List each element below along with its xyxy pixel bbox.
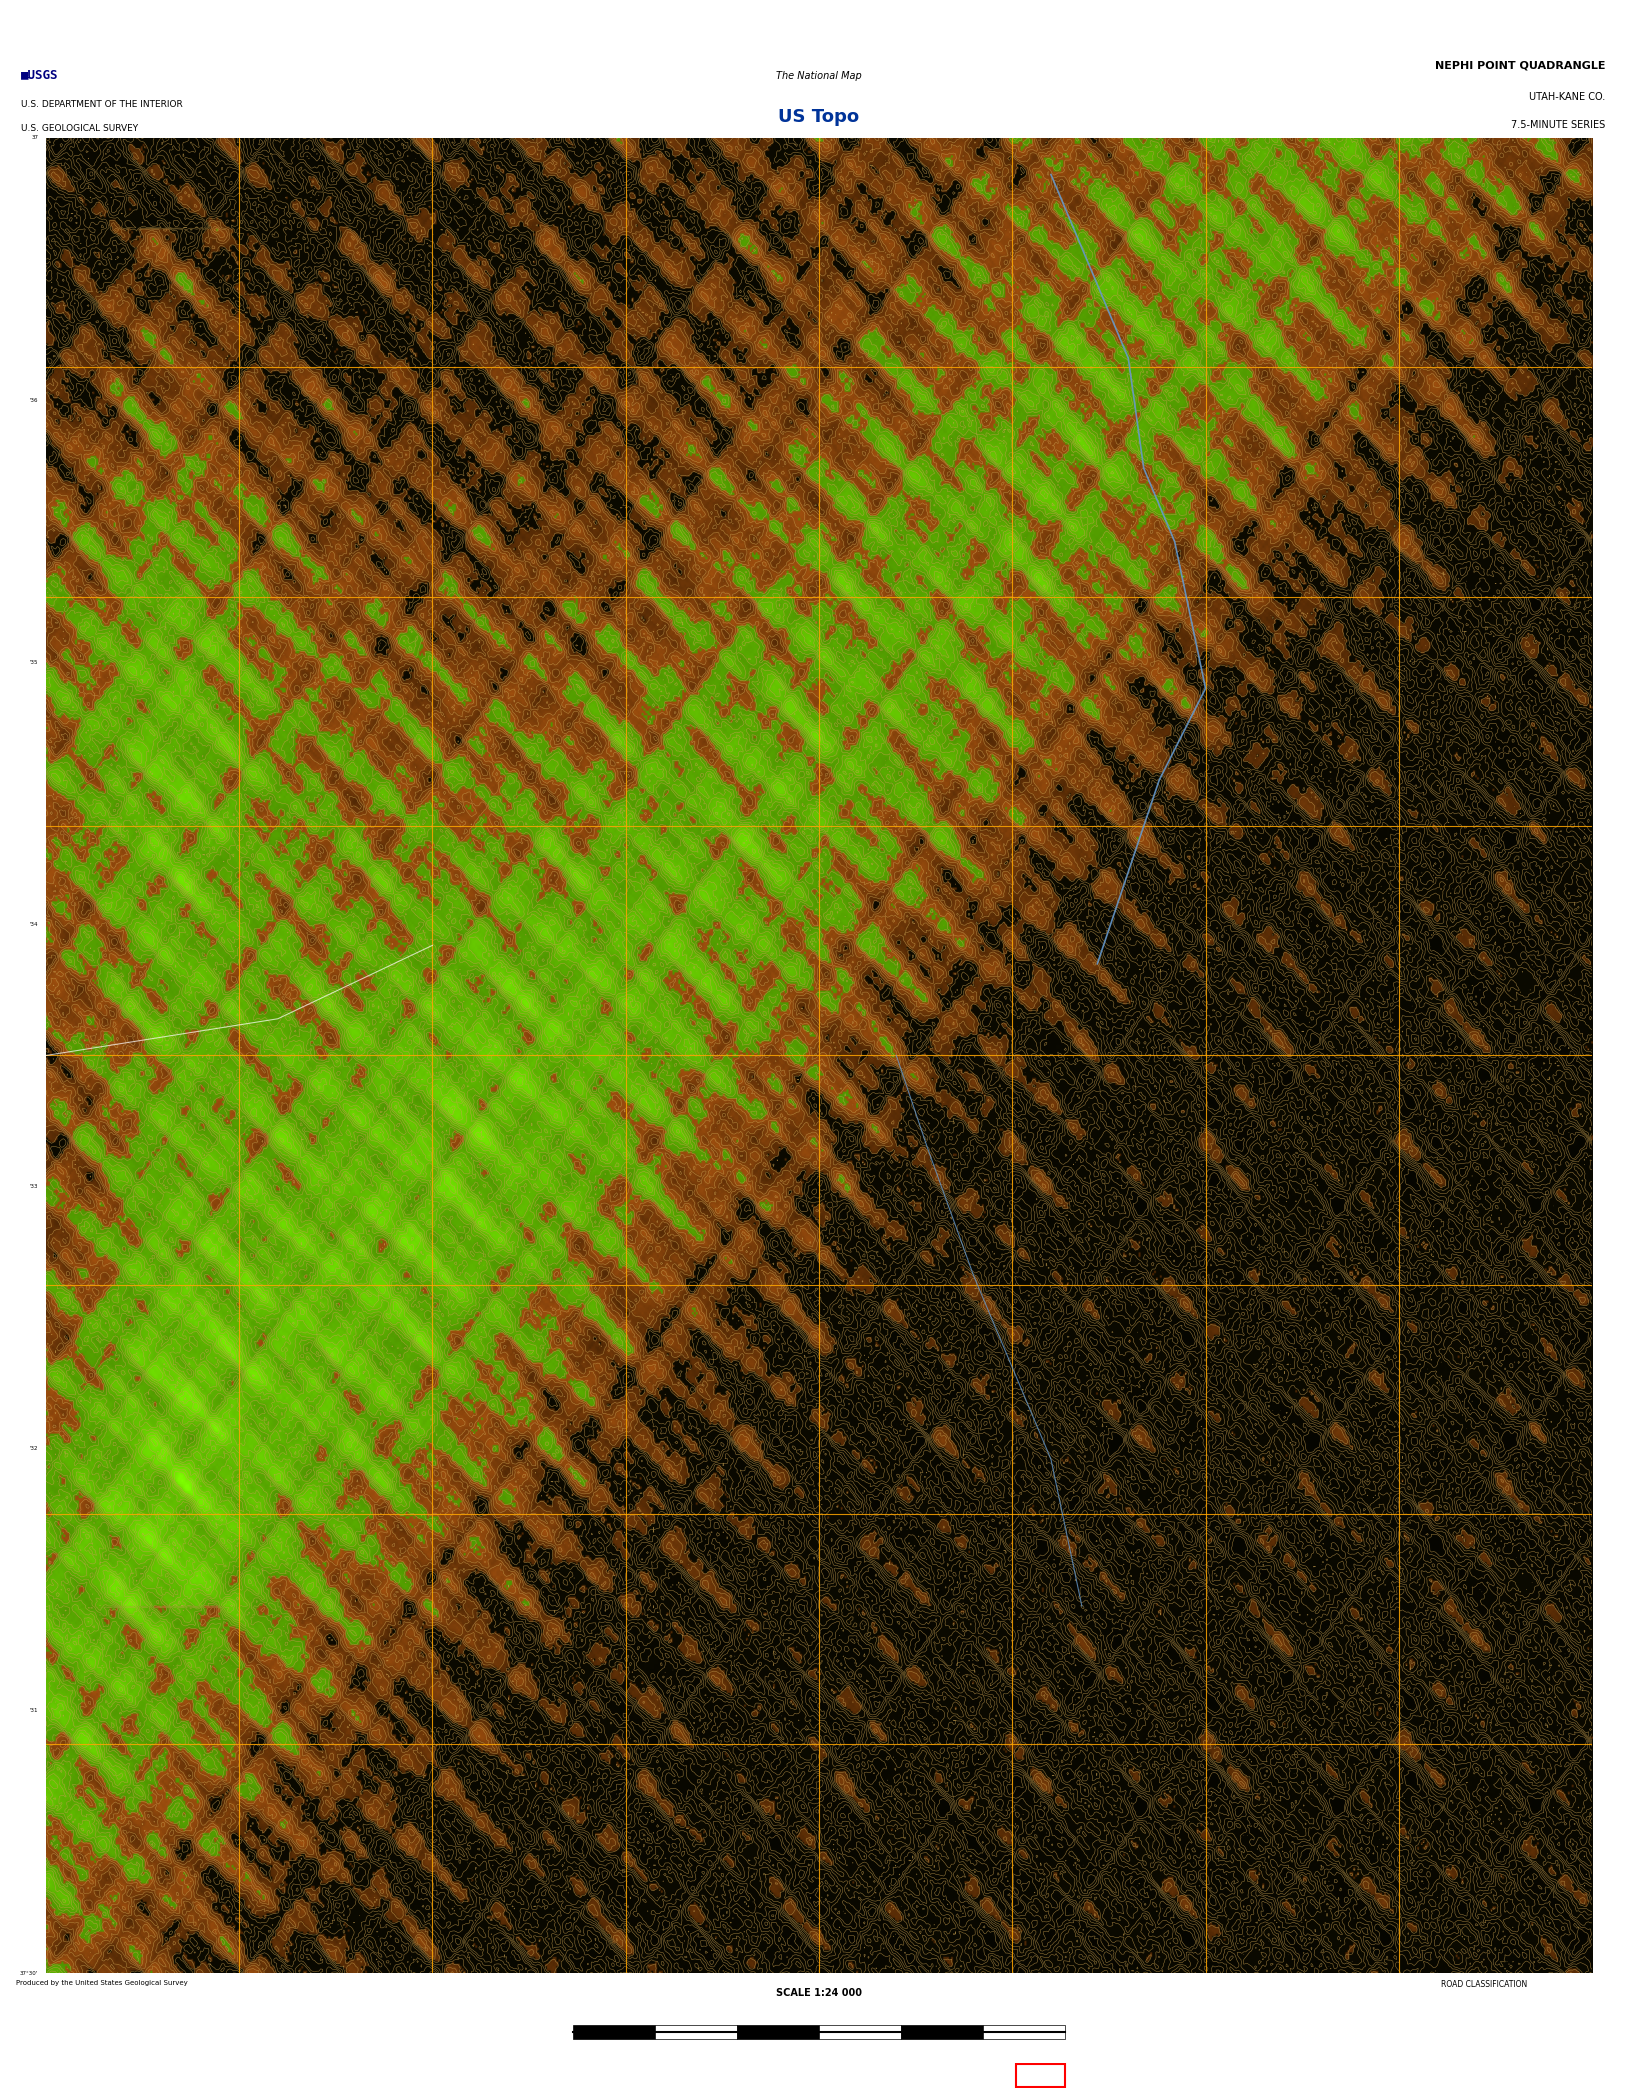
Text: '33: '33 bbox=[29, 1184, 38, 1188]
Text: NEPHI POINT QUADRANGLE: NEPHI POINT QUADRANGLE bbox=[1435, 61, 1605, 71]
Text: ■USGS: ■USGS bbox=[21, 69, 59, 81]
Bar bbox=[737, 2025, 819, 2040]
Text: '36: '36 bbox=[29, 397, 38, 403]
Text: ROAD CLASSIFICATION: ROAD CLASSIFICATION bbox=[1441, 1979, 1528, 1988]
Bar bbox=[1016, 2065, 1065, 2086]
Text: '35: '35 bbox=[29, 660, 38, 664]
Text: 7.5-MINUTE SERIES: 7.5-MINUTE SERIES bbox=[1510, 119, 1605, 129]
Text: '32: '32 bbox=[29, 1447, 38, 1451]
Text: U.S. DEPARTMENT OF THE INTERIOR: U.S. DEPARTMENT OF THE INTERIOR bbox=[21, 100, 183, 109]
Bar bbox=[819, 2025, 901, 2040]
Text: UTAH-KANE CO.: UTAH-KANE CO. bbox=[1528, 92, 1605, 102]
Text: '31: '31 bbox=[29, 1708, 38, 1714]
Text: U.S. GEOLOGICAL SURVEY: U.S. GEOLOGICAL SURVEY bbox=[21, 123, 139, 134]
Text: 37°30': 37°30' bbox=[20, 1971, 38, 1975]
Text: US Topo: US Topo bbox=[778, 109, 860, 125]
Text: '34: '34 bbox=[29, 923, 38, 927]
Bar bbox=[983, 2025, 1065, 2040]
Text: 37: 37 bbox=[31, 136, 38, 140]
Text: The National Map: The National Map bbox=[776, 71, 862, 81]
Bar bbox=[573, 2025, 655, 2040]
Bar bbox=[655, 2025, 737, 2040]
Text: Produced by the United States Geological Survey: Produced by the United States Geological… bbox=[16, 1979, 188, 1986]
Bar bbox=[901, 2025, 983, 2040]
Text: SCALE 1:24 000: SCALE 1:24 000 bbox=[776, 1988, 862, 1998]
